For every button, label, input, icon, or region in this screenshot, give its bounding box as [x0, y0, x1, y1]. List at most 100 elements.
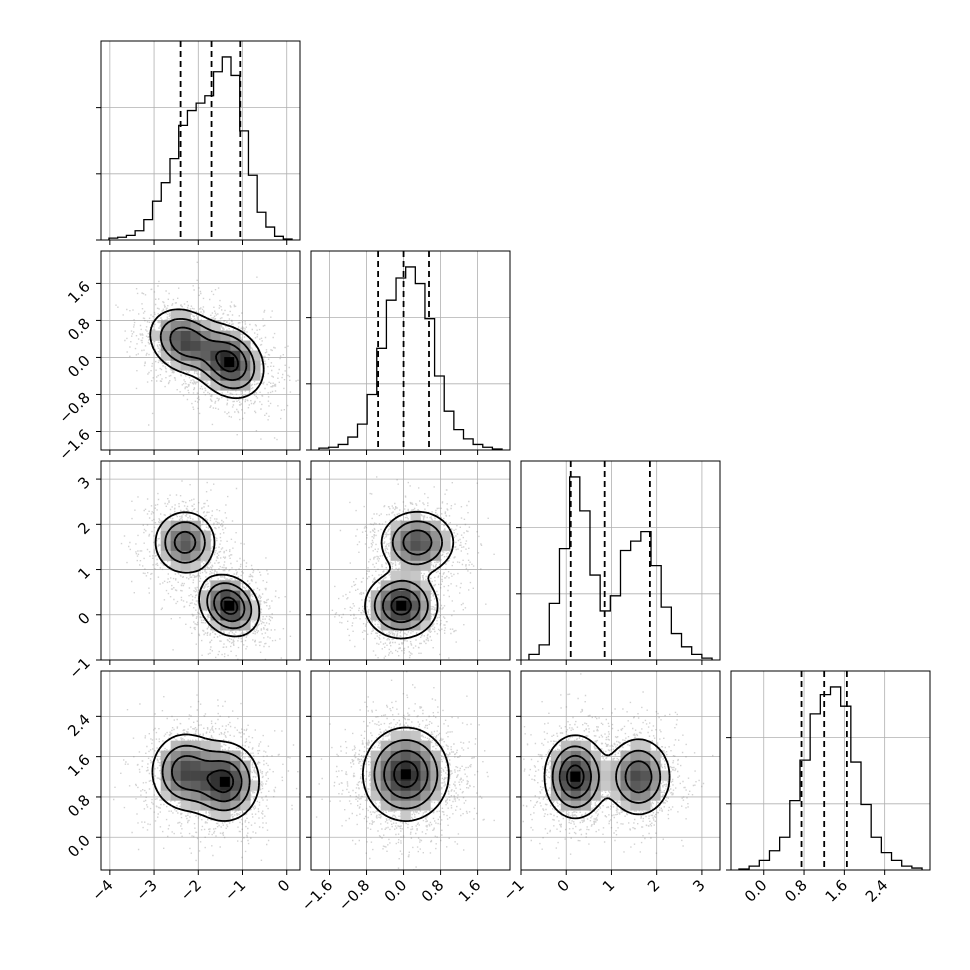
density-cell	[240, 360, 251, 371]
density-cell	[560, 790, 572, 801]
density-cell	[580, 800, 591, 811]
density-cell	[250, 600, 261, 611]
density-cell	[420, 620, 431, 631]
density-cell	[400, 750, 411, 761]
density-cell	[380, 740, 391, 751]
density-cell	[590, 760, 601, 771]
density-cell	[390, 520, 401, 531]
peak-marker	[400, 769, 411, 780]
density-cell	[220, 810, 231, 821]
histogram-step	[108, 56, 293, 240]
contour-line	[206, 769, 235, 794]
density-cell	[410, 780, 421, 791]
peak-marker	[224, 357, 235, 368]
density-cell	[150, 330, 161, 341]
contour-line	[164, 521, 253, 630]
density-cell	[230, 370, 241, 381]
density-cell	[160, 520, 171, 531]
density-cell	[390, 760, 401, 771]
density-cell	[220, 610, 231, 621]
density-cell	[380, 780, 391, 791]
density-cell	[580, 790, 591, 801]
density-cell	[410, 740, 421, 751]
density-cell	[400, 800, 411, 811]
density-cell	[170, 550, 181, 561]
density-cell	[410, 570, 421, 581]
density-cell	[620, 780, 631, 791]
density-cell	[390, 610, 401, 621]
density-cell	[220, 380, 231, 391]
density-cell	[410, 730, 421, 741]
density-cell	[400, 590, 411, 601]
density-cell	[200, 590, 211, 601]
density-cell	[220, 330, 231, 341]
scatter-panel-3-2	[306, 460, 511, 665]
density-cell	[200, 370, 211, 381]
panel-content	[120, 480, 292, 660]
density-cell	[410, 770, 421, 781]
contour-line	[220, 596, 239, 615]
density-cell	[200, 760, 211, 771]
contour-line	[373, 739, 439, 810]
density-cell	[390, 580, 401, 591]
density-cell	[430, 770, 441, 781]
density-cell	[600, 780, 611, 791]
density-cell	[550, 760, 562, 771]
density-cell	[610, 780, 621, 791]
density-cell	[220, 770, 231, 781]
density-cell	[380, 790, 391, 801]
panel-frame	[520, 670, 721, 871]
panel-content	[115, 261, 299, 441]
density-cell	[580, 760, 591, 771]
density-cell	[210, 770, 221, 781]
density-cell	[190, 740, 201, 751]
density-cell	[210, 380, 221, 391]
density-cell	[390, 550, 401, 561]
density-cell	[420, 580, 431, 591]
density-cell	[400, 540, 411, 551]
contour-line	[373, 520, 443, 631]
density-cell	[170, 750, 181, 761]
density-cell	[420, 550, 431, 561]
density-cell	[230, 600, 241, 611]
density-cell	[220, 760, 231, 771]
density-cell	[630, 770, 641, 781]
density-cell	[630, 780, 641, 791]
density-cell	[620, 760, 631, 771]
density-cell	[230, 360, 241, 371]
density-cell	[160, 750, 171, 761]
density-cell	[390, 780, 401, 791]
density-cell	[230, 620, 241, 631]
density-cell	[200, 330, 211, 341]
density-cell	[420, 540, 431, 551]
peak-marker	[396, 600, 407, 611]
density-cell	[210, 610, 221, 621]
density-cell	[390, 620, 401, 631]
contour-line	[543, 734, 671, 820]
density-cell	[190, 750, 201, 761]
density-cell	[630, 750, 641, 761]
density-cell	[600, 770, 611, 781]
contour-line	[154, 511, 261, 638]
density-cell	[370, 610, 381, 621]
density-cell	[420, 750, 431, 761]
density-cell	[590, 750, 601, 761]
density-cell	[610, 760, 621, 771]
density-cell	[210, 370, 221, 381]
contour-line	[169, 326, 248, 381]
density-cell	[200, 770, 211, 781]
density-cell	[240, 780, 251, 791]
density-cell	[420, 790, 431, 801]
density-cell	[640, 780, 651, 791]
panel-content	[113, 694, 300, 862]
density-cell	[180, 790, 191, 801]
density-cell	[220, 750, 231, 761]
contour-line	[362, 726, 450, 822]
density-cell	[430, 790, 441, 801]
density-cell	[650, 790, 661, 801]
density-cell	[420, 800, 431, 811]
histogram-panel-3	[516, 460, 721, 665]
density-cell	[240, 770, 251, 781]
density-cell	[180, 770, 191, 781]
density-cell	[190, 350, 201, 361]
